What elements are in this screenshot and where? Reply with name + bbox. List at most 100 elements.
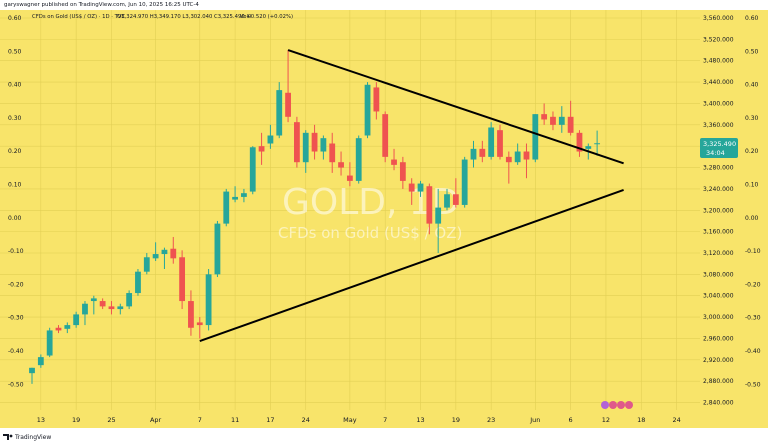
price-tick-label: 3,360.000: [703, 122, 734, 129]
event-marker-icon[interactable]: [601, 401, 609, 409]
candle-body: [470, 148, 477, 160]
candle[interactable]: [550, 111, 556, 131]
time-tick-label: 24: [302, 416, 310, 424]
candle[interactable]: [435, 188, 442, 253]
event-marker-icon[interactable]: [625, 401, 633, 409]
tradingview-logo[interactable]: TradingView: [3, 434, 51, 441]
candle[interactable]: [161, 247, 168, 270]
candle[interactable]: [532, 114, 539, 163]
candle[interactable]: [373, 82, 380, 120]
candle[interactable]: [276, 82, 283, 139]
candle[interactable]: [267, 124, 274, 149]
candle[interactable]: [452, 178, 459, 208]
right-scale-tick-label: -0.50: [745, 381, 761, 388]
candle[interactable]: [576, 130, 583, 157]
candle[interactable]: [399, 156, 406, 189]
candle[interactable]: [391, 148, 397, 171]
candle[interactable]: [29, 367, 35, 384]
candle[interactable]: [514, 143, 521, 165]
candle-body: [435, 207, 442, 224]
candle[interactable]: [355, 135, 362, 184]
candle[interactable]: [55, 325, 62, 334]
trendline-upper[interactable]: [287, 49, 624, 165]
candles[interactable]: [29, 50, 601, 384]
candle[interactable]: [461, 156, 468, 208]
candle[interactable]: [241, 188, 247, 203]
candle-body: [188, 301, 194, 328]
candle[interactable]: [152, 242, 159, 262]
candle[interactable]: [135, 269, 141, 296]
candle[interactable]: [232, 186, 238, 203]
candle[interactable]: [249, 146, 256, 195]
candle-body: [479, 148, 486, 157]
candle[interactable]: [338, 151, 344, 176]
candle[interactable]: [205, 269, 212, 331]
price-axis[interactable]: [700, 10, 768, 410]
left-scale-tick-label: 0.60: [8, 15, 22, 22]
candle[interactable]: [196, 317, 203, 339]
candle[interactable]: [46, 327, 53, 358]
price-tag-countdown: 34:04: [706, 149, 725, 157]
candle[interactable]: [82, 301, 88, 326]
event-marker-icon[interactable]: [617, 401, 625, 409]
candle[interactable]: [488, 122, 495, 160]
candle-body: [488, 127, 495, 157]
candle[interactable]: [170, 236, 177, 264]
candle[interactable]: [408, 178, 415, 205]
price-tick-label: 2,960.000: [703, 335, 734, 342]
candle[interactable]: [497, 124, 503, 160]
candle[interactable]: [188, 290, 194, 336]
candle[interactable]: [143, 252, 150, 275]
candle[interactable]: [73, 311, 80, 328]
candle[interactable]: [90, 295, 97, 315]
candle-body: [64, 325, 71, 329]
candle[interactable]: [320, 135, 327, 160]
candle-body: [196, 322, 203, 326]
candle[interactable]: [505, 151, 512, 184]
candle[interactable]: [426, 183, 433, 235]
candle[interactable]: [37, 354, 44, 368]
candle[interactable]: [594, 130, 601, 156]
candle[interactable]: [523, 143, 530, 179]
candle[interactable]: [117, 303, 124, 315]
candle[interactable]: [285, 50, 291, 123]
candle[interactable]: [444, 188, 450, 211]
candle[interactable]: [294, 116, 300, 168]
left-scale-tick-label: 0.30: [8, 115, 22, 122]
candle[interactable]: [223, 188, 230, 227]
candle[interactable]: [329, 132, 336, 173]
candle[interactable]: [179, 250, 186, 310]
candle[interactable]: [417, 180, 424, 197]
candle[interactable]: [541, 103, 548, 125]
candle[interactable]: [311, 124, 318, 160]
candle[interactable]: [364, 82, 371, 139]
candle[interactable]: [382, 111, 389, 163]
candle[interactable]: [346, 162, 353, 187]
symbol-header[interactable]: CFDs on Gold (US$ / OZ) · 1D · TVC: [32, 14, 126, 20]
candle[interactable]: [64, 322, 71, 334]
candle[interactable]: [214, 220, 221, 278]
candle[interactable]: [258, 132, 265, 165]
candle[interactable]: [479, 140, 486, 163]
candle-body: [532, 114, 539, 160]
candle[interactable]: [567, 100, 574, 136]
trendline-lower[interactable]: [199, 189, 624, 343]
event-markers[interactable]: [601, 401, 633, 409]
tradingview-logo-dot: [9, 434, 13, 438]
candle[interactable]: [558, 106, 565, 133]
trendlines[interactable]: [199, 49, 624, 343]
candle[interactable]: [126, 290, 133, 310]
price-tick-label: 2,880.000: [703, 378, 734, 385]
tradingview-logo-icon: [3, 434, 9, 440]
event-marker-icon[interactable]: [609, 401, 617, 409]
current-price-tag[interactable]: 3,325.490 34:04: [700, 138, 738, 158]
candle[interactable]: [108, 301, 115, 315]
ohlc-readout: O3,324.970 H3,349.170 L3,302.040 C3,325.…: [117, 14, 293, 20]
time-axis[interactable]: [0, 410, 768, 428]
candle[interactable]: [470, 140, 477, 168]
candle-body: [497, 130, 503, 157]
candle[interactable]: [302, 130, 309, 173]
candle[interactable]: [99, 298, 106, 310]
